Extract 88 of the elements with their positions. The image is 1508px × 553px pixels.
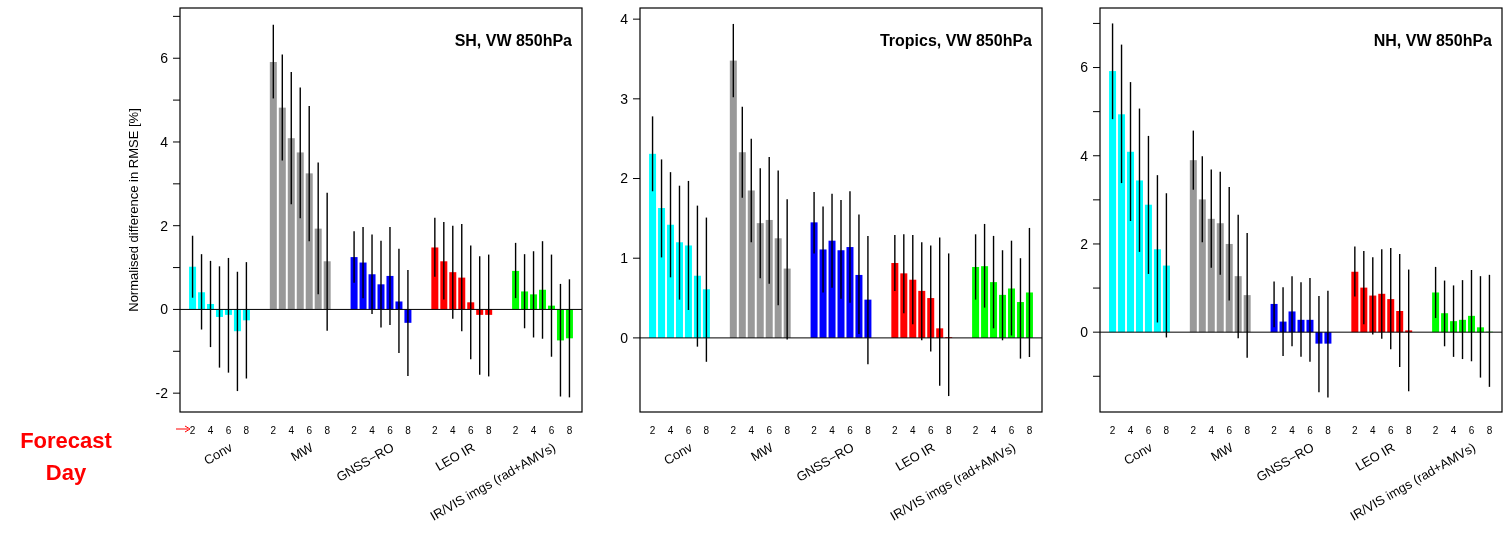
x-tick-label: 8 [485, 425, 492, 436]
y-tick-label: 2 [1080, 235, 1089, 252]
x-tick-label: 4 [1208, 425, 1215, 436]
text: Conv [1121, 439, 1156, 468]
y-tick-label: 6 [160, 50, 169, 67]
x-tick-label: 8 [1163, 425, 1170, 436]
x-tick-label: 2 [1109, 425, 1116, 436]
x-tick-label: 6 [225, 425, 232, 436]
x-tick-label: 8 [703, 425, 710, 436]
y-tick-label: 2 [620, 170, 629, 187]
x-tick-label: 8 [945, 425, 952, 436]
x-tick-label: 2 [730, 425, 737, 436]
x-tick-label: 6 [766, 425, 773, 436]
x-tick-label: 6 [847, 425, 854, 436]
x-tick-label: 2 [189, 425, 196, 436]
x-tick-label: 2 [512, 425, 519, 436]
x-tick-label: 4 [530, 425, 537, 436]
x-tick-label: 2 [892, 425, 899, 436]
text: MW [1208, 439, 1237, 465]
x-tick-label: 6 [548, 425, 555, 436]
x-tick-label: 2 [811, 425, 818, 436]
x-tick-label: 8 [1325, 425, 1332, 436]
x-tick-label: 6 [1468, 425, 1475, 436]
x-tick-label: 2 [649, 425, 656, 436]
x-tick-label: 8 [784, 425, 791, 436]
x-tick-label: 8 [405, 425, 412, 436]
x-tick-label: 8 [566, 425, 573, 436]
y-tick-label: -2 [155, 385, 169, 402]
text: Conv [201, 439, 236, 468]
x-tick-label: 6 [306, 425, 313, 436]
x-tick-label: 6 [467, 425, 474, 436]
text: SH, VW 850hPa [454, 32, 573, 49]
x-tick-label: 8 [1026, 425, 1033, 436]
text: LEO IR [1352, 439, 1398, 474]
x-tick-label: 4 [990, 425, 997, 436]
x-tick-label: 8 [324, 425, 331, 436]
y-tick-label: 1 [620, 250, 629, 267]
x-tick-label: 4 [207, 425, 214, 436]
x-tick-label: 4 [1127, 425, 1134, 436]
y-axis-title: Normalised difference in RMSE [%] [126, 108, 141, 312]
text: Conv [661, 439, 696, 468]
x-tick-label: 4 [829, 425, 836, 436]
x-tick-label: 2 [1190, 425, 1197, 436]
x-tick-label: 6 [1387, 425, 1394, 436]
text: LEO IR [432, 439, 478, 474]
x-tick-label: 6 [927, 425, 934, 436]
x-tick-label: 6 [1008, 425, 1015, 436]
y-tick-label: 4 [620, 11, 629, 28]
x-tick-label: 2 [351, 425, 358, 436]
x-tick-label: 4 [1289, 425, 1296, 436]
x-axis-title: Forecast Day [20, 428, 113, 485]
text: Tropics, VW 850hPa [879, 32, 1033, 49]
x-tick-label: 8 [1244, 425, 1251, 436]
x-tick-label: 4 [1450, 425, 1457, 436]
x-tick-label: 2 [1352, 425, 1359, 436]
x-tick-label: 4 [288, 425, 295, 436]
x-tick-label: 4 [667, 425, 674, 436]
text: MW [748, 439, 777, 465]
text: MW [288, 439, 317, 465]
x-tick-label: 2 [972, 425, 979, 436]
y-tick-label: 0 [620, 329, 629, 346]
y-tick-label: 0 [1080, 324, 1089, 341]
x-tick-label: 4 [748, 425, 755, 436]
y-tick-label: 4 [1080, 147, 1089, 164]
x-tick-label: 2 [270, 425, 277, 436]
x-tick-label: 8 [865, 425, 872, 436]
x-tick-label: 4 [910, 425, 916, 436]
x-tick-label: 6 [1226, 425, 1233, 436]
y-tick-label: 3 [620, 90, 629, 107]
x-tick-label: 6 [387, 425, 394, 436]
text: NH, VW 850hPa [1373, 32, 1493, 49]
y-tick-label: 0 [160, 301, 169, 318]
x-tick-label: 4 [450, 425, 456, 436]
x-tick-label: 8 [1486, 425, 1493, 436]
x-tick-label: 2 [1271, 425, 1278, 436]
x-tick-label: 8 [243, 425, 250, 436]
x-tick-label: 2 [1432, 425, 1439, 436]
x-tick-label: 8 [1405, 425, 1412, 436]
x-tick-label: 6 [1307, 425, 1314, 436]
x-tick-label: 6 [685, 425, 692, 436]
text: LEO IR [892, 439, 938, 474]
x-tick-label: 4 [1370, 425, 1376, 436]
x-tick-label: 6 [1145, 425, 1152, 436]
x-tick-label: 2 [432, 425, 439, 436]
y-tick-label: 6 [1080, 59, 1089, 76]
y-tick-label: 2 [160, 217, 169, 234]
y-tick-label: 4 [160, 133, 169, 150]
x-tick-label: 4 [369, 425, 376, 436]
